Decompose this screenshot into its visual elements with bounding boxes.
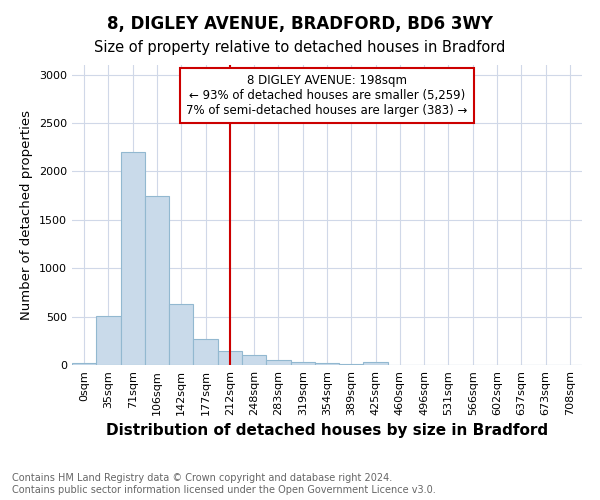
Text: Contains HM Land Registry data © Crown copyright and database right 2024.
Contai: Contains HM Land Registry data © Crown c… (12, 474, 436, 495)
Bar (315, 363, 339, 365)
Bar (121, 152, 145, 365)
Bar (193, 339, 218, 365)
Bar (290, 362, 315, 365)
Text: 8, DIGLEY AVENUE, BRADFORD, BD6 3WY: 8, DIGLEY AVENUE, BRADFORD, BD6 3WY (107, 15, 493, 33)
Y-axis label: Number of detached properties: Number of detached properties (20, 110, 34, 320)
Bar (218, 351, 242, 365)
Bar (339, 364, 364, 365)
Bar (96, 316, 121, 365)
Bar (72, 363, 96, 365)
Bar (364, 362, 388, 365)
Text: 8 DIGLEY AVENUE: 198sqm
← 93% of detached houses are smaller (5,259)
7% of semi-: 8 DIGLEY AVENUE: 198sqm ← 93% of detache… (187, 74, 467, 117)
Bar (169, 304, 193, 365)
Bar (242, 356, 266, 365)
Text: Size of property relative to detached houses in Bradford: Size of property relative to detached ho… (94, 40, 506, 55)
Bar (266, 360, 290, 365)
Bar (145, 196, 169, 365)
X-axis label: Distribution of detached houses by size in Bradford: Distribution of detached houses by size … (106, 424, 548, 438)
